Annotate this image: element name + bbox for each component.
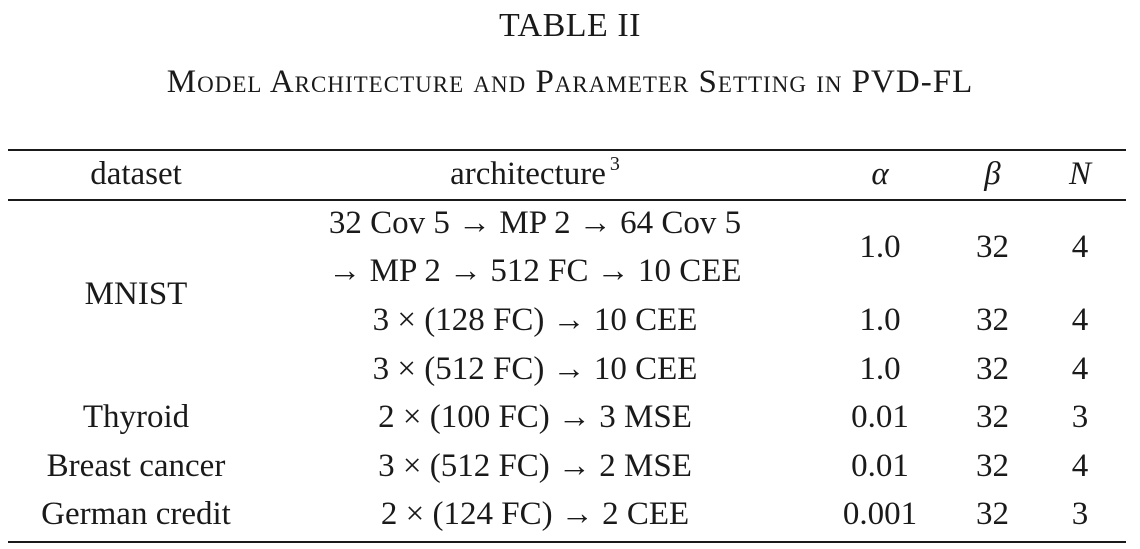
n-cell-row1: 4: [1071, 229, 1089, 265]
dataset-cell-thyroid: Thyroid: [82, 399, 190, 435]
arch-cell-row1-line1: 32 Cov 5 → MP 2 → 64 Cov 5: [328, 205, 742, 241]
alpha-cell-german-credit: 0.001: [842, 496, 918, 532]
arch-cell-breast-cancer: 3 × (512 FC) → 2 MSE: [378, 448, 692, 484]
dataset-cell-german-credit: German credit: [41, 496, 231, 532]
footnote-marker: 3: [609, 153, 620, 175]
bottom-rule: [8, 541, 1126, 543]
arch-cell-row2: 3 × (128 FC) → 10 CEE: [372, 302, 698, 338]
header-beta: β: [984, 156, 1001, 192]
arch-cell-thyroid: 2 × (100 FC) → 3 MSE: [378, 399, 692, 435]
arch-cell-row1-line2: → MP 2 → 512 FC → 10 CEE: [328, 253, 742, 289]
n-cell-row2: 4: [1071, 302, 1089, 338]
header-rule: [8, 199, 1126, 201]
header-architecture: architecture 3: [270, 153, 800, 198]
beta-cell-breast-cancer: 32: [976, 448, 1009, 484]
alpha-cell-row1: 1.0: [859, 229, 901, 265]
n-cell-thyroid: 3: [1071, 399, 1089, 435]
n-cell-row3: 4: [1071, 351, 1089, 387]
dataset-cell-mnist: MNIST: [84, 276, 188, 312]
n-cell-breast-cancer: 4: [1071, 448, 1089, 484]
alpha-cell-row2: 1.0: [859, 302, 901, 338]
table-label: TABLE II: [499, 7, 641, 44]
table-caption: Model Architecture and Parameter Setting…: [166, 64, 974, 100]
alpha-cell-thyroid: 0.01: [851, 399, 909, 435]
dataset-cell-breast-cancer: Breast cancer: [46, 448, 226, 484]
arch-cell-row3: 3 × (512 FC) → 10 CEE: [372, 351, 698, 387]
alpha-cell-row3: 1.0: [859, 351, 901, 387]
header-architecture-text: architecture: [450, 156, 606, 192]
top-rule: [8, 149, 1126, 151]
beta-cell-row2: 32: [976, 302, 1009, 338]
header-dataset: dataset: [90, 156, 182, 192]
header-alpha: α: [871, 156, 889, 192]
header-n: N: [1068, 156, 1091, 192]
beta-cell-thyroid: 32: [976, 399, 1009, 435]
alpha-cell-breast-cancer: 0.01: [851, 448, 909, 484]
beta-cell-row1: 32: [976, 229, 1009, 265]
beta-cell-row3: 32: [976, 351, 1009, 387]
n-cell-german-credit: 3: [1071, 496, 1089, 532]
arch-cell-german-credit: 2 × (124 FC) → 2 CEE: [380, 496, 690, 532]
beta-cell-german-credit: 32: [976, 496, 1009, 532]
